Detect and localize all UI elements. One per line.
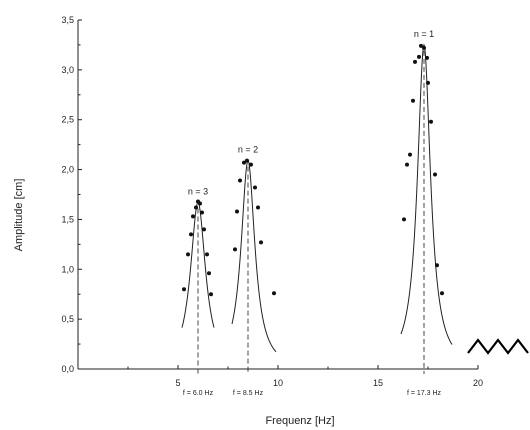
data-point [235,209,239,214]
peak-label: n = 1 [414,29,434,39]
resonance-frequency-label: f = 6.0 Hz [183,390,214,397]
data-point [411,98,415,103]
data-point [272,291,276,296]
x-tick-label: 5 [175,378,180,388]
data-point [259,240,263,245]
fit-curve [231,159,277,353]
data-point [425,55,429,60]
data-point [233,247,237,252]
data-point [238,178,242,183]
axes [77,20,478,370]
data-point [200,210,204,215]
y-axis-ticks: 0,0 0,5 1,0 1,5 2,0 2,5 3,0 3,5 [61,15,82,374]
data-point [245,158,249,163]
data-point [426,80,430,85]
data-point [249,162,253,167]
resonance-frequency-label: f = 8.5 Hz [233,390,264,397]
data-point [405,162,409,167]
y-tick-label: 3,5 [61,15,74,25]
y-tick-label: 1,0 [61,264,74,274]
data-point [440,291,444,296]
y-tick-label: 2,0 [61,165,74,175]
data-point [253,185,257,190]
zigzag-break-icon [467,338,529,355]
data-point [191,214,195,219]
data-point [242,160,246,165]
data-point [194,205,198,210]
x-tick-label: 15 [373,378,383,388]
data-point [402,217,406,222]
y-tick-label: 3,0 [61,65,74,75]
x-tick-label: 10 [273,378,283,388]
data-point [413,59,417,64]
resonance-frequency-label: f = 17.3 Hz [407,390,442,397]
data-point [256,205,260,210]
peak-label: n = 3 [188,186,208,196]
data-point [417,54,421,59]
data-point [202,227,206,232]
data-point [205,252,209,257]
data-point [422,45,426,50]
x-axis-title: Frequenz [Hz] [265,415,334,427]
resonance-peak: n = 2 f = 8.5 Hz [231,145,277,397]
y-axis-title: Amplitude [cm] [13,179,25,252]
plot-area: n = 3 f = 6.0 Hz n = 2 f = 8.5 Hz n = 1 f = 1… [181,29,453,397]
peak-label: n = 2 [238,145,258,155]
data-point [186,252,190,257]
data-point [408,152,412,157]
data-point [433,172,437,177]
x-axis-ticks: 5 10 15 20 [127,365,483,388]
axis-break-icon [467,338,529,355]
y-tick-label: 0,0 [61,364,74,374]
y-tick-label: 0,5 [61,314,74,324]
y-tick-label: 2,5 [61,115,74,125]
data-point [209,292,213,297]
resonance-peak: n = 1 f = 17.3 Hz [400,29,453,397]
data-point [207,271,211,276]
data-point [419,43,423,48]
data-point [189,232,193,237]
data-point [198,201,202,206]
fit-curve [400,43,453,345]
x-tick-label: 20 [473,378,483,388]
data-point [429,119,433,124]
y-tick-label: 1,5 [61,214,74,224]
data-point [435,263,439,268]
data-point [182,287,186,292]
resonance-peak: n = 3 f = 6.0 Hz [181,186,215,397]
